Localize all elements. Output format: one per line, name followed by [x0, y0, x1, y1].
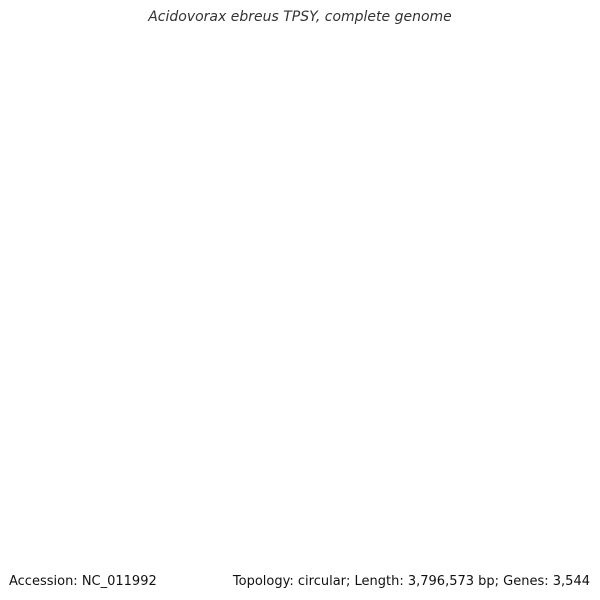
genome-summary-text: Topology: circular; Length: 3,796,573 bp…	[232, 574, 590, 589]
accession-text: Accession: NC_011992	[9, 574, 157, 589]
map-title: Acidovorax ebreus TPSY, complete genome	[148, 9, 452, 25]
